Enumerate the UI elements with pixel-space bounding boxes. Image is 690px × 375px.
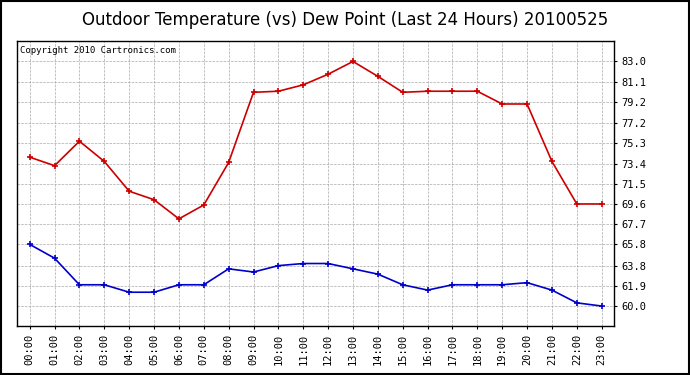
Text: Copyright 2010 Cartronics.com: Copyright 2010 Cartronics.com [20,45,176,54]
Text: Outdoor Temperature (vs) Dew Point (Last 24 Hours) 20100525: Outdoor Temperature (vs) Dew Point (Last… [82,11,608,29]
